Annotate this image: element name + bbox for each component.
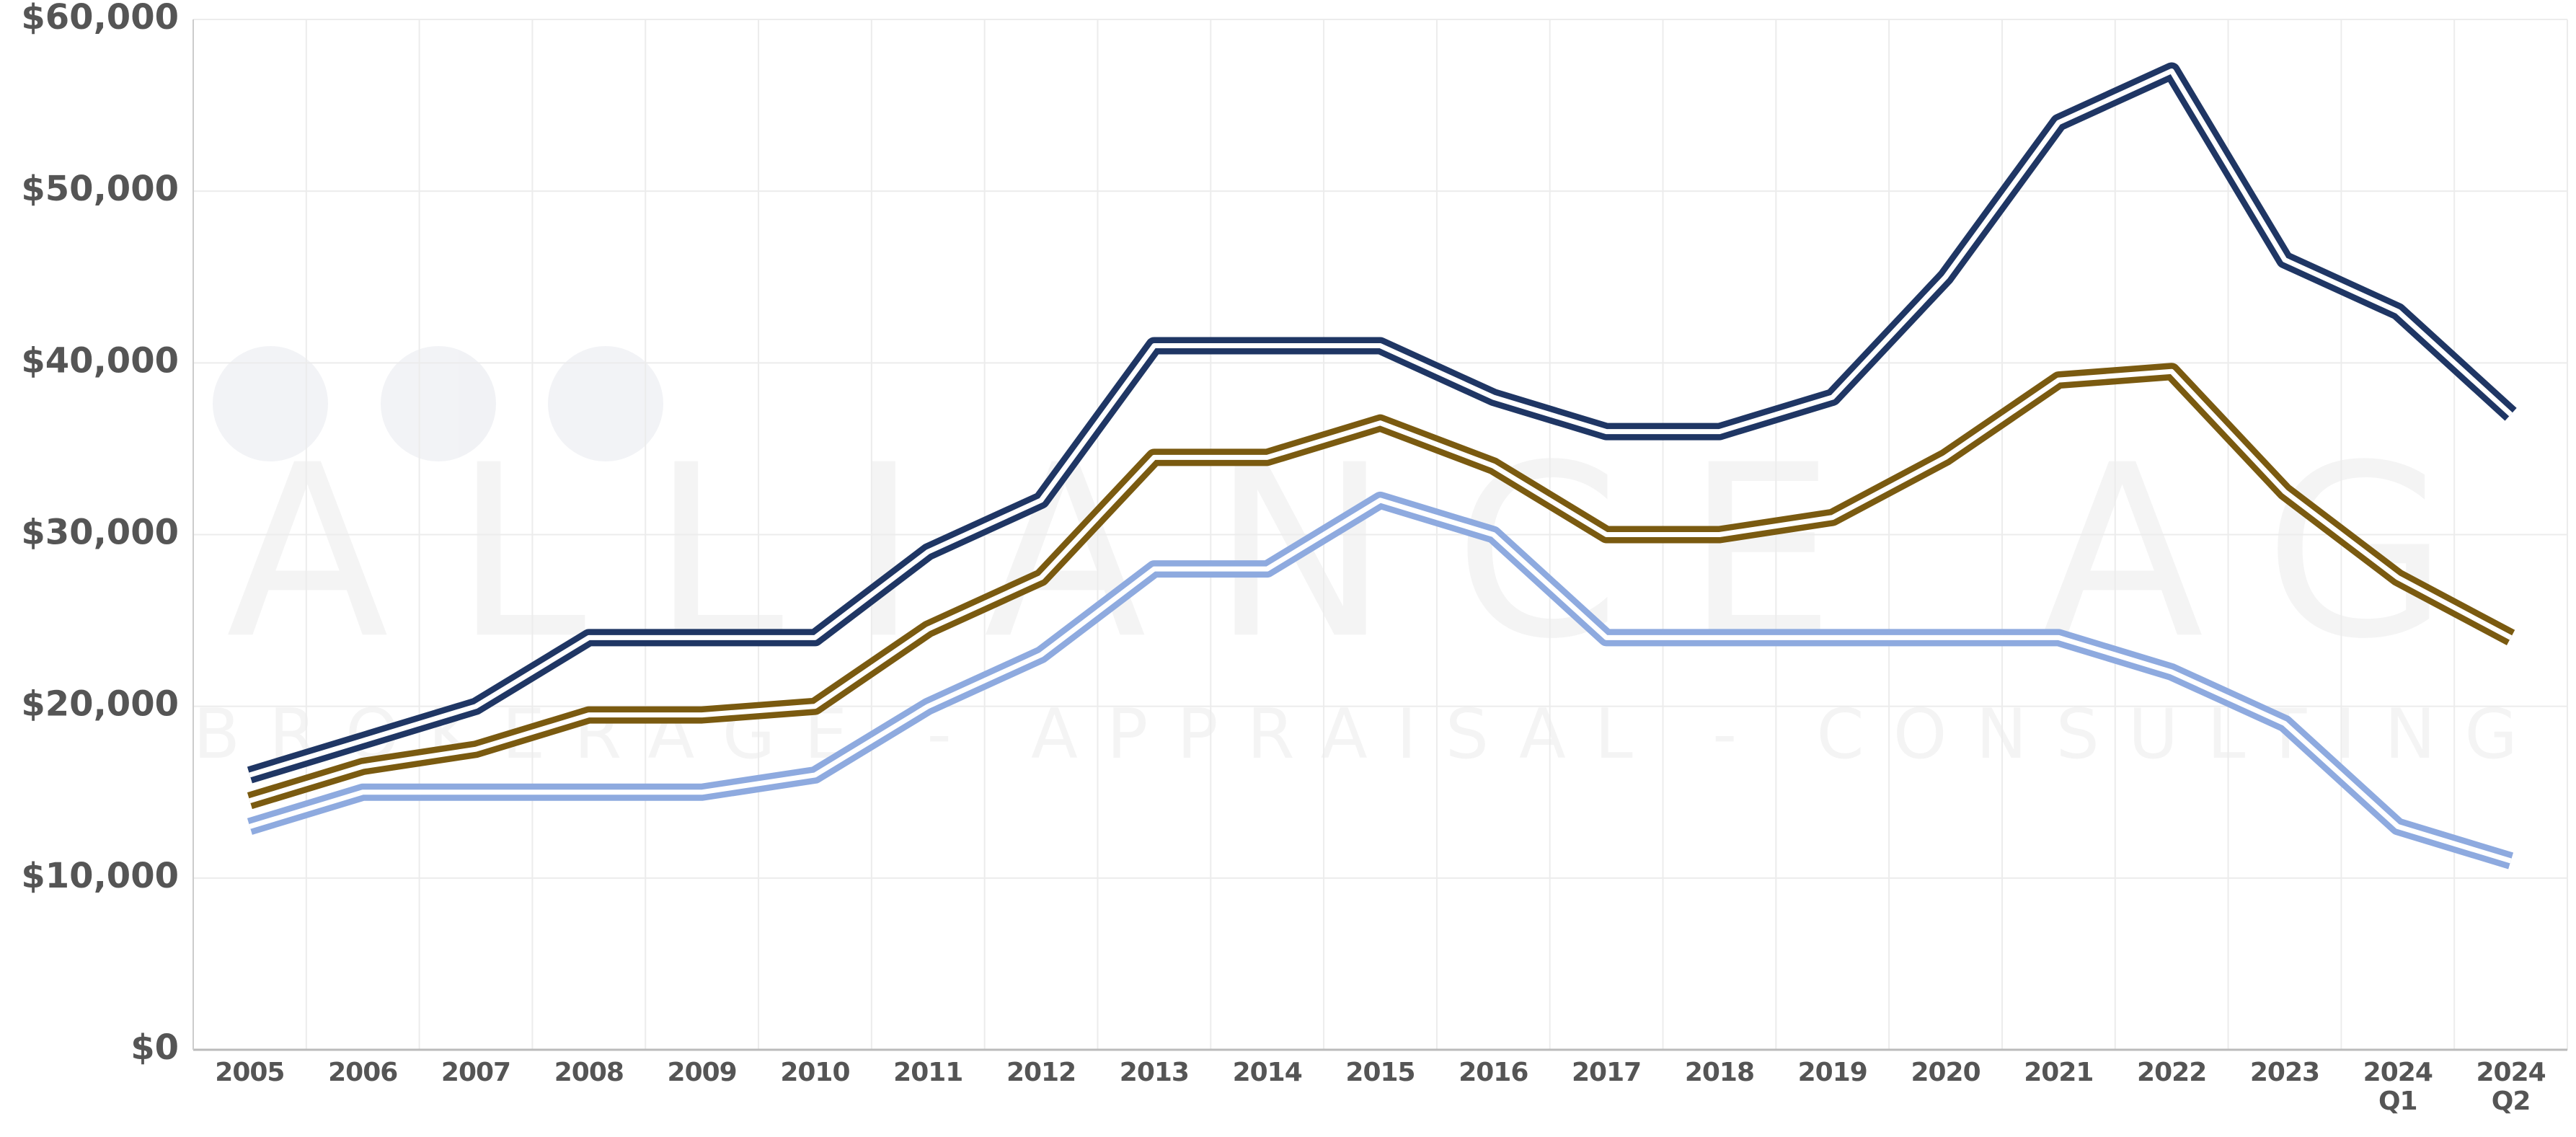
x-tick-label: 2021: [2024, 1058, 2094, 1087]
y-tick-label: $20,000: [21, 684, 179, 725]
x-tick-label: 2006: [328, 1058, 398, 1087]
y-tick-label: $10,000: [21, 856, 179, 896]
x-tick-label: 2015: [1345, 1058, 1415, 1087]
x-tick-label: 2024 Q2: [2476, 1058, 2546, 1116]
watermark-subtitle: BROKERAGE - APPRAISAL - CONSULTING: [193, 695, 2546, 774]
x-tick-label: 2005: [215, 1058, 285, 1087]
series-line-inner: [249, 497, 2512, 864]
x-tick-label: 2023: [2249, 1058, 2320, 1087]
x-tick-label: 2012: [1006, 1058, 1076, 1087]
watermark: [213, 346, 663, 461]
x-tick-label: 2024 Q1: [2363, 1058, 2433, 1116]
y-tick-label: $30,000: [21, 513, 179, 553]
x-tick-label: 2008: [554, 1058, 624, 1087]
x-tick-label: 2019: [1797, 1058, 1868, 1087]
y-tick-label: $40,000: [21, 340, 179, 381]
x-tick-label: 2010: [780, 1058, 850, 1087]
y-tick-label: $50,000: [21, 169, 179, 209]
x-tick-label: 2018: [1684, 1058, 1755, 1087]
watermark-dot: [381, 346, 496, 461]
y-tick-label: $0: [130, 1027, 179, 1068]
x-tick-label: 2016: [1459, 1058, 1528, 1087]
x-tick-label: 2022: [2137, 1058, 2207, 1087]
x-tick-label: 2013: [1119, 1058, 1190, 1087]
series-line-inner: [249, 368, 2513, 804]
x-tick-label: 2020: [1911, 1058, 1980, 1087]
x-tick-label: 2014: [1232, 1058, 1303, 1087]
watermark-dot: [548, 346, 663, 461]
y-tick-label: $60,000: [21, 0, 179, 37]
x-tick-label: 2017: [1572, 1058, 1642, 1087]
x-tick-label: 2011: [893, 1058, 963, 1087]
series-line-inner: [249, 68, 2513, 778]
x-tick-label: 2007: [441, 1058, 511, 1087]
watermark-dot: [213, 346, 328, 461]
x-tick-label: 2009: [667, 1058, 738, 1087]
